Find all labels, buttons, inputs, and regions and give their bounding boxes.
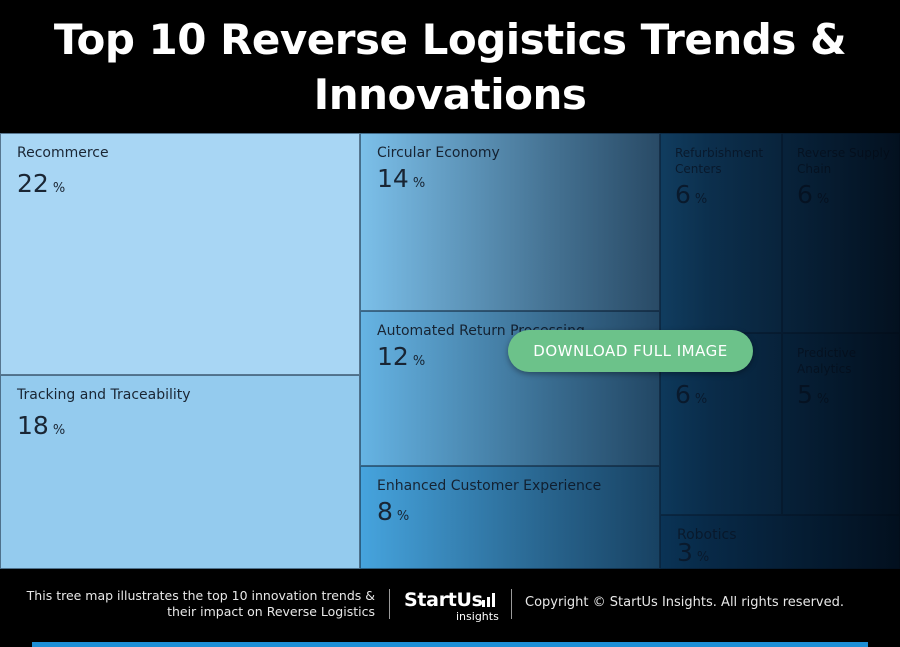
footer-description-line2: their impact on Reverse Logistics — [167, 604, 375, 619]
treemap-tile-label: Refurbishment Centers — [675, 146, 764, 176]
treemap-value-unit: % — [816, 392, 830, 407]
treemap-value-number: 18 — [17, 411, 49, 440]
treemap-tile: Recommerce 22% — [0, 133, 360, 375]
treemap-value-number: 3 — [677, 538, 693, 567]
footer-divider — [511, 589, 512, 619]
treemap-tile-value: 12% — [377, 342, 425, 371]
bottom-accent-bar — [32, 642, 868, 647]
treemap-value-number: 8 — [377, 497, 393, 526]
logo-sub: insights — [456, 610, 499, 623]
footer-description: This tree map illustrates the top 10 inn… — [20, 588, 375, 620]
treemap-value-unit: % — [696, 550, 710, 565]
treemap-value-unit: % — [412, 354, 426, 369]
treemap-tile-value: 5% — [797, 380, 829, 409]
treemap-tile-value: 18% — [17, 411, 65, 440]
page-header: Top 10 Reverse Logistics Trends & Innova… — [0, 0, 900, 133]
treemap-value-unit: % — [694, 392, 708, 407]
treemap-value-number: 6 — [797, 180, 813, 209]
footer-divider — [389, 589, 390, 619]
treemap-tile-label: Circular Economy — [377, 145, 500, 161]
treemap-tile: Predictive Analytics 5% — [782, 333, 900, 515]
treemap-tile: Circular Economy 14% — [360, 133, 660, 311]
treemap-tile-label: Reverse Supply Chain — [797, 146, 890, 176]
footer-description-line1: This tree map illustrates the top 10 inn… — [26, 588, 375, 603]
treemap-tile: Enhanced Customer Experience 8% — [360, 466, 660, 569]
treemap-tile: Reverse Supply Chain 6% — [782, 133, 900, 333]
treemap-tile-label: Enhanced Customer Experience — [377, 478, 602, 494]
treemap-value-number: 6 — [675, 180, 691, 209]
page-title: Top 10 Reverse Logistics Trends & Innova… — [53, 14, 847, 119]
treemap-tile: Tracking and Traceability 18% — [0, 375, 360, 569]
treemap-tile: Refurbishment Centers 6% — [660, 133, 782, 333]
treemap-tile-value: 6% — [675, 380, 707, 409]
logo-brand: StartUs — [404, 589, 483, 611]
footer: This tree map illustrates the top 10 inn… — [0, 569, 900, 647]
treemap-tile-value: 3% — [677, 538, 709, 567]
startus-logo[interactable]: StartUs insights — [400, 585, 500, 625]
treemap-value-unit: % — [694, 192, 708, 207]
copyright-text: Copyright © StartUs Insights. All rights… — [525, 595, 844, 610]
treemap-value-unit: % — [52, 181, 66, 196]
treemap-chart: Recommerce 22% Tracking and Traceability 18… — [0, 133, 900, 569]
treemap-tile-value: 14% — [377, 164, 425, 193]
treemap-tile-value: 6% — [675, 180, 707, 209]
treemap-tile-value: 22% — [17, 169, 65, 198]
download-full-image-button[interactable]: DOWNLOAD FULL IMAGE — [508, 330, 753, 372]
treemap-value-number: 12 — [377, 342, 409, 371]
treemap-tile-label: Tracking and Traceability — [17, 387, 191, 403]
treemap-tile-label: Predictive Analytics — [797, 346, 857, 376]
treemap-tile-label: Recommerce — [17, 145, 109, 161]
treemap-value-unit: % — [52, 423, 66, 438]
treemap-value-number: 14 — [377, 164, 409, 193]
treemap-value-number: 22 — [17, 169, 49, 198]
treemap-value-unit: % — [816, 192, 830, 207]
treemap-tile-value: 6% — [797, 180, 829, 209]
treemap-tile-value: 8% — [377, 497, 409, 526]
treemap-value-unit: % — [396, 509, 410, 524]
treemap-tile: Robotics 3% — [660, 515, 900, 569]
treemap-value-number: 6 — [675, 380, 691, 409]
bar-chart-icon — [482, 593, 495, 607]
treemap-value-unit: % — [412, 176, 426, 191]
treemap-value-number: 5 — [797, 380, 813, 409]
